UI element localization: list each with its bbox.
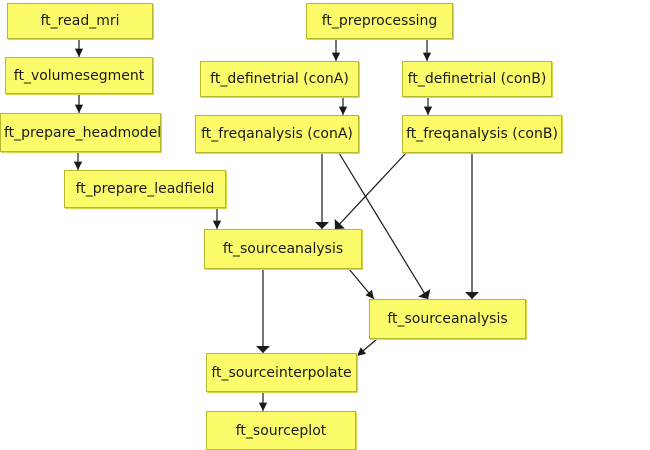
node-ft-volumesegment: ft_volumesegment bbox=[5, 57, 153, 94]
node-ft-read-mri: ft_read_mri bbox=[7, 3, 153, 39]
edge-freq-a-to-src2 bbox=[338, 152, 431, 300]
node-ft-prepare-leadfield: ft_prepare_leadfield bbox=[64, 170, 226, 208]
node-ft-prepare-headmodel: ft_prepare_headmodel bbox=[0, 113, 161, 152]
edge-src1-to-src2 bbox=[348, 268, 375, 300]
edge-src2-to-interp bbox=[356, 338, 378, 357]
node-ft-sourceinterpolate: ft_sourceinterpolate bbox=[206, 353, 357, 392]
node-ft-freqanalysis-conb: ft_freqanalysis (conB) bbox=[402, 115, 562, 153]
node-ft-preprocessing: ft_preprocessing bbox=[306, 3, 453, 39]
node-ft-sourceplot: ft_sourceplot bbox=[206, 411, 356, 450]
node-ft-definetrial-cona: ft_definetrial (conA) bbox=[200, 61, 359, 97]
node-ft-sourceanalysis-2: ft_sourceanalysis bbox=[369, 299, 526, 339]
node-ft-freqanalysis-cona: ft_freqanalysis (conA) bbox=[195, 115, 359, 153]
node-ft-definetrial-conb: ft_definetrial (conB) bbox=[402, 61, 552, 97]
node-ft-sourceanalysis-1: ft_sourceanalysis bbox=[204, 229, 362, 269]
edge-freq-b-to-src1 bbox=[334, 152, 407, 230]
